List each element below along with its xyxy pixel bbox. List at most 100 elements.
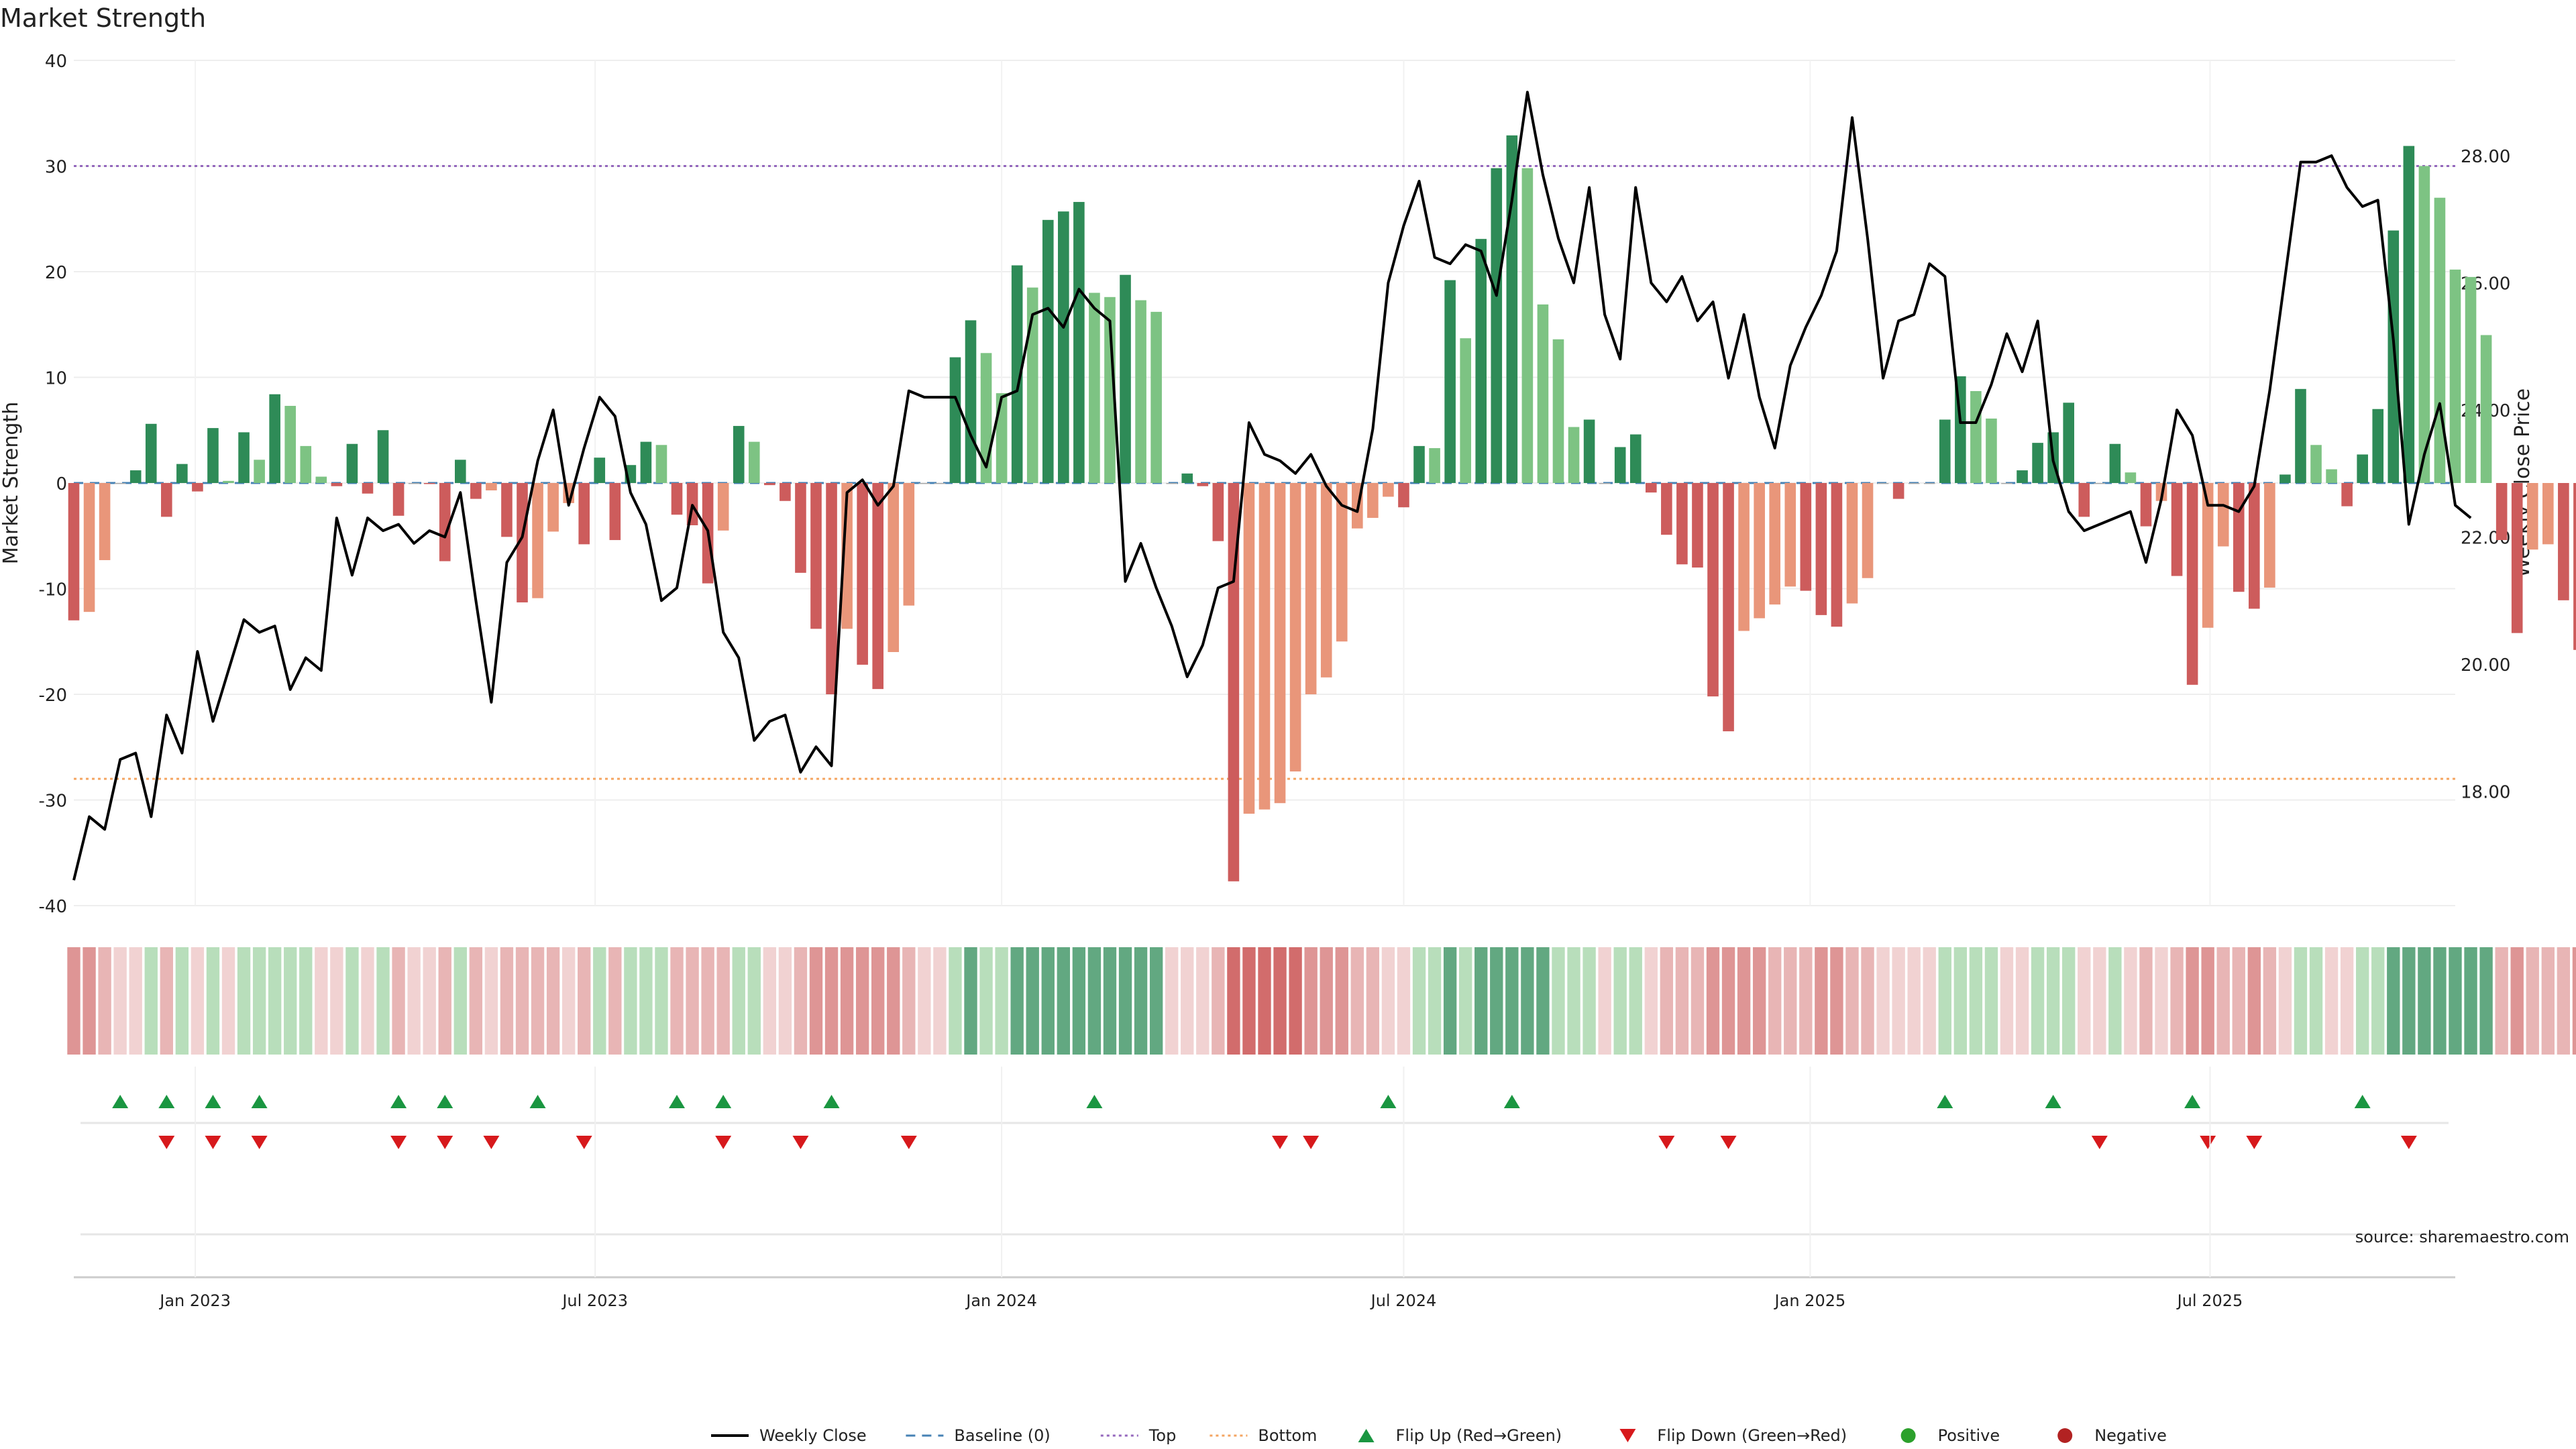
x-tick-label: Jul 2024 xyxy=(1370,1291,1437,1310)
strength-bar xyxy=(2403,146,2415,483)
strength-bar xyxy=(2310,445,2322,483)
heat-cell xyxy=(1350,947,1364,1055)
heat-cell xyxy=(2015,947,2029,1055)
heat-cell xyxy=(1258,947,1271,1055)
heat-cell xyxy=(299,947,313,1055)
heat-cell xyxy=(1057,947,1071,1055)
strength-bar xyxy=(1026,287,1038,483)
flip-down-marker xyxy=(1272,1136,1289,1149)
heat-cell xyxy=(2108,947,2122,1055)
strength-bar xyxy=(1274,483,1286,804)
heat-cell xyxy=(2062,947,2076,1055)
strength-bar xyxy=(439,483,451,561)
heat-cell xyxy=(2186,947,2199,1055)
heat-cell xyxy=(2541,947,2555,1055)
strength-bar xyxy=(826,483,837,694)
chart-title: Market Strength xyxy=(0,3,206,33)
strength-bar xyxy=(1784,483,1796,587)
heat-cell xyxy=(1984,947,1998,1055)
flip-up-marker xyxy=(823,1095,840,1108)
strength-bar xyxy=(780,483,791,501)
heat-cell xyxy=(2464,947,2477,1055)
strength-bar xyxy=(1011,265,1023,483)
heat-cell xyxy=(531,947,545,1055)
legend-swatch-triangle-down xyxy=(1619,1429,1636,1442)
strength-bar xyxy=(717,483,729,531)
heat-cell xyxy=(732,947,745,1055)
heat-cell xyxy=(1675,947,1689,1055)
heat-cell xyxy=(1907,947,1921,1055)
strength-bar xyxy=(2526,483,2538,550)
heat-cell xyxy=(1923,947,1936,1055)
legend-label: Top xyxy=(1148,1426,1177,1445)
strength-bar xyxy=(1599,483,1611,484)
heat-cell xyxy=(175,947,189,1055)
strength-bar xyxy=(1629,434,1642,483)
heat-cell xyxy=(1181,947,1194,1055)
heat-cell xyxy=(933,947,947,1055)
strength-bar xyxy=(392,483,405,516)
strength-bar xyxy=(1692,483,1703,568)
heat-cell xyxy=(561,947,576,1055)
strength-bar xyxy=(377,430,389,483)
heat-cell xyxy=(2402,947,2416,1055)
legend-swatch-circle xyxy=(2057,1428,2073,1443)
strength-bar xyxy=(1243,483,1255,814)
strength-bar xyxy=(423,483,435,484)
strength-bar xyxy=(2465,276,2477,483)
flip-up-marker xyxy=(2184,1095,2201,1108)
strength-bar xyxy=(1320,483,1332,678)
x-tick-label: Jul 2025 xyxy=(2176,1291,2243,1310)
heat-cell xyxy=(1026,947,1039,1055)
legend-label: Weekly Close xyxy=(759,1426,867,1445)
strength-bar xyxy=(2558,483,2569,600)
heat-cell xyxy=(2557,947,2571,1055)
strength-bar xyxy=(176,464,188,483)
strength-bar xyxy=(455,460,466,483)
weekly-close-series xyxy=(72,91,2472,881)
strength-bar xyxy=(655,445,667,483)
y2-tick-label: 28.00 xyxy=(2461,147,2510,167)
legend-label: Bottom xyxy=(1258,1426,1317,1445)
strength-bar xyxy=(2295,388,2306,483)
strength-bar xyxy=(1923,483,1935,484)
heat-cell xyxy=(1536,947,1550,1055)
strength-bar xyxy=(486,483,497,491)
heat-cell xyxy=(1721,947,1735,1055)
strength-bar xyxy=(1120,274,1131,483)
strength-bar xyxy=(1939,419,1951,483)
heat-cell xyxy=(2155,947,2168,1055)
heat-cell xyxy=(376,947,390,1055)
strength-bar xyxy=(1305,483,1317,694)
strength-bar xyxy=(1568,427,1580,483)
heat-cell xyxy=(2278,947,2292,1055)
source-note: source: sharemaestro.com xyxy=(2355,1228,2569,1246)
strength-bar xyxy=(517,483,528,602)
strength-bar xyxy=(934,483,946,484)
strength-bar xyxy=(1646,483,1657,493)
legend-label: Baseline (0) xyxy=(954,1426,1050,1445)
y-tick-label: 40 xyxy=(45,52,67,72)
heat-cell xyxy=(995,947,1008,1055)
flip-down-marker xyxy=(437,1136,453,1149)
strength-bar xyxy=(1258,483,1271,810)
heat-cell xyxy=(1428,947,1442,1055)
weekly-close-line xyxy=(72,91,2472,881)
strength-bar xyxy=(254,460,265,483)
heat-cell xyxy=(484,947,498,1055)
heat-cell xyxy=(423,947,436,1055)
heat-cell xyxy=(1304,947,1318,1055)
strength-bar xyxy=(1383,483,1394,497)
legend-swatch-triangle-up xyxy=(1358,1429,1375,1442)
flip-up-marker xyxy=(251,1095,268,1108)
strength-bar xyxy=(2341,483,2353,506)
flip-down-marker xyxy=(1720,1136,1737,1149)
y2-tick-label: 20.00 xyxy=(2461,655,2510,676)
heat-cell xyxy=(1784,947,1797,1055)
flip-down-marker xyxy=(2400,1136,2417,1149)
y-tick-label: 30 xyxy=(45,158,67,178)
heat-cell xyxy=(1799,947,1813,1055)
heat-cell xyxy=(500,947,514,1055)
strength-bar xyxy=(547,483,559,532)
strength-bar xyxy=(1166,483,1177,484)
